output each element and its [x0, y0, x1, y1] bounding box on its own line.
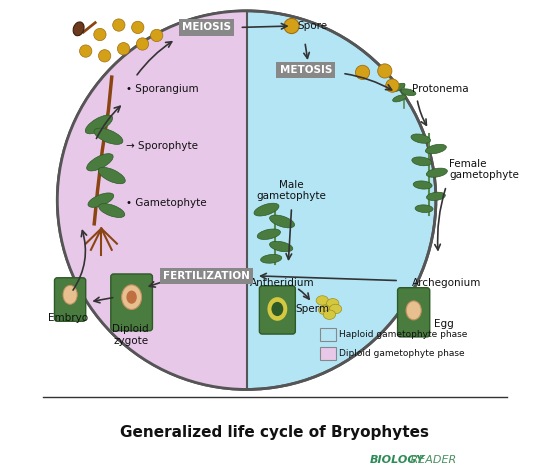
Text: Haploid gametophyte phase: Haploid gametophyte phase	[339, 330, 468, 339]
Text: METOSIS: METOSIS	[279, 65, 332, 75]
Ellipse shape	[411, 134, 431, 143]
Ellipse shape	[267, 297, 287, 321]
Ellipse shape	[98, 204, 125, 218]
Ellipse shape	[316, 296, 328, 305]
Circle shape	[378, 64, 392, 78]
Text: • Gametophyte: • Gametophyte	[126, 198, 207, 208]
Ellipse shape	[87, 154, 113, 171]
Ellipse shape	[393, 95, 406, 102]
Wedge shape	[57, 11, 246, 389]
Ellipse shape	[122, 285, 141, 309]
Circle shape	[80, 45, 92, 57]
Text: MEIOSIS: MEIOSIS	[182, 22, 231, 32]
Text: Protonema: Protonema	[412, 84, 469, 94]
FancyBboxPatch shape	[260, 286, 295, 334]
Ellipse shape	[412, 157, 432, 166]
Text: FERTILIZATION: FERTILIZATION	[163, 271, 250, 281]
Text: → Sporophyte: → Sporophyte	[126, 141, 198, 151]
Text: Archegonium: Archegonium	[412, 278, 482, 288]
FancyBboxPatch shape	[111, 274, 152, 331]
Ellipse shape	[88, 193, 114, 208]
Text: Diploid gametophyte phase: Diploid gametophyte phase	[339, 349, 465, 358]
FancyBboxPatch shape	[320, 328, 336, 341]
Ellipse shape	[85, 115, 113, 134]
FancyBboxPatch shape	[54, 278, 86, 321]
Ellipse shape	[270, 215, 295, 228]
Ellipse shape	[126, 290, 137, 304]
Circle shape	[355, 65, 370, 79]
Text: Sperm: Sperm	[296, 304, 330, 314]
Ellipse shape	[426, 168, 447, 177]
Ellipse shape	[257, 229, 280, 239]
Text: • Sporangium: • Sporangium	[126, 84, 199, 94]
Circle shape	[117, 42, 130, 55]
Circle shape	[284, 19, 299, 34]
Text: Embryo: Embryo	[48, 314, 88, 324]
Text: READER: READER	[406, 456, 456, 466]
Ellipse shape	[318, 305, 331, 315]
FancyBboxPatch shape	[398, 288, 430, 337]
FancyBboxPatch shape	[320, 347, 336, 360]
Ellipse shape	[98, 168, 125, 184]
Text: Diploid
zygote: Diploid zygote	[112, 324, 149, 346]
Ellipse shape	[415, 205, 433, 212]
Circle shape	[131, 21, 144, 34]
Ellipse shape	[270, 241, 293, 252]
Text: Spore: Spore	[298, 21, 328, 31]
Circle shape	[57, 11, 436, 389]
Ellipse shape	[261, 255, 282, 263]
Circle shape	[113, 19, 125, 31]
Ellipse shape	[63, 285, 77, 304]
Text: Male
gametophyte: Male gametophyte	[257, 180, 327, 201]
Text: Generalized life cycle of Bryophytes: Generalized life cycle of Bryophytes	[120, 425, 430, 439]
Ellipse shape	[94, 128, 123, 144]
Text: Egg: Egg	[433, 319, 453, 329]
Ellipse shape	[327, 298, 339, 308]
Ellipse shape	[73, 22, 84, 36]
Ellipse shape	[329, 304, 342, 314]
Circle shape	[136, 38, 149, 50]
Ellipse shape	[391, 83, 405, 92]
Circle shape	[386, 79, 399, 92]
Ellipse shape	[406, 301, 421, 320]
Text: Female
gametophyte: Female gametophyte	[449, 159, 519, 180]
Circle shape	[94, 29, 106, 40]
Circle shape	[151, 30, 163, 41]
Text: BIOLOGY: BIOLOGY	[370, 456, 425, 466]
Ellipse shape	[254, 203, 279, 216]
Ellipse shape	[413, 181, 432, 189]
Ellipse shape	[401, 89, 416, 96]
Ellipse shape	[426, 144, 447, 154]
Circle shape	[98, 50, 111, 62]
Ellipse shape	[426, 192, 446, 200]
Text: Antheridium: Antheridium	[250, 278, 315, 288]
Ellipse shape	[272, 302, 283, 316]
Ellipse shape	[323, 310, 336, 319]
